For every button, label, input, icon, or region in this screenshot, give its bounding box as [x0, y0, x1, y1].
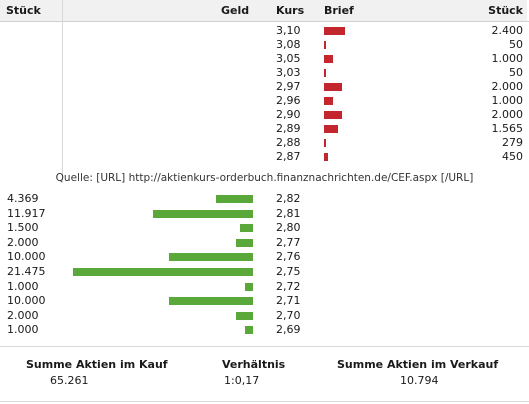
summe-kauf-value: 65.261 [50, 374, 89, 387]
sell-row: 2,90 2.000 [0, 108, 529, 122]
buy-row: 2.000 2,77 [0, 236, 529, 250]
sell-row: 2,97 2.000 [0, 80, 529, 94]
header-brief: Brief [324, 4, 354, 17]
header-stueck-right: Stück [488, 4, 523, 17]
buy-kurs: 2,80 [276, 221, 301, 235]
buy-stueck: 1.500 [7, 221, 39, 235]
sell-volume-bar [324, 139, 326, 147]
sell-volume-bar [324, 125, 338, 133]
buy-kurs: 2,77 [276, 235, 301, 249]
sell-stueck: 1.000 [491, 52, 524, 65]
buy-stueck: 10.000 [7, 250, 46, 264]
sell-row: 2,87 450 [0, 150, 529, 164]
sell-volume-bar [324, 111, 342, 119]
header-kurs: Kurs [276, 4, 305, 17]
sell-row: 2,96 1.000 [0, 94, 529, 108]
verhaeltnis-value: 1:0,17 [224, 374, 260, 387]
buy-volume-bar [236, 311, 253, 320]
sell-stueck: 2.400 [491, 24, 524, 37]
buy-row: 4.369 2,82 [0, 192, 529, 206]
buy-stueck: 1.000 [7, 279, 39, 293]
buy-stueck: 4.369 [7, 192, 39, 205]
buy-stueck: 1.000 [7, 323, 39, 337]
column-divider [62, 0, 63, 182]
sell-volume-bar [324, 27, 345, 35]
summe-verkauf-label: Summe Aktien im Verkauf [337, 358, 499, 371]
sell-kurs: 3,10 [276, 24, 301, 37]
sell-stueck: 50 [509, 38, 523, 51]
sell-stueck: 2.000 [491, 80, 524, 93]
buy-kurs: 2,82 [276, 192, 301, 205]
sell-volume-bar [324, 69, 326, 77]
buy-volume-bar [153, 209, 253, 218]
buy-kurs: 2,72 [276, 279, 301, 293]
sell-row: 3,08 50 [0, 38, 529, 52]
buy-kurs: 2,76 [276, 250, 301, 264]
header-geld: Geld [221, 4, 250, 17]
buy-kurs: 2,69 [276, 323, 301, 337]
sell-stueck: 450 [502, 150, 523, 163]
sell-kurs: 2,89 [276, 122, 301, 135]
sell-volume-bar [324, 41, 326, 49]
buy-row: 11.917 2,81 [0, 207, 529, 221]
buy-row: 10.000 2,76 [0, 250, 529, 264]
buy-stueck: 10.000 [7, 294, 46, 308]
sell-volume-bar [324, 153, 328, 161]
sell-stueck: 2.000 [491, 108, 524, 121]
sell-row: 3,05 1.000 [0, 52, 529, 66]
sell-stueck: 50 [509, 66, 523, 79]
buy-volume-bar [216, 195, 253, 203]
sell-kurs: 2,90 [276, 108, 301, 121]
sell-stueck: 1.565 [491, 122, 524, 135]
header-stueck-left: Stück [6, 4, 41, 17]
header-divider [0, 21, 529, 22]
sell-volume-bar [324, 55, 333, 63]
buy-volume-bar [240, 224, 253, 233]
sell-kurs: 3,08 [276, 38, 301, 51]
sell-kurs: 2,88 [276, 136, 301, 149]
bottom-divider [0, 401, 529, 402]
buy-stueck: 2.000 [7, 235, 39, 249]
buy-stueck: 11.917 [7, 206, 46, 220]
orderbook-header: Stück Geld Kurs Brief Stück [0, 0, 529, 22]
buy-row: 21.475 2,75 [0, 265, 529, 279]
header-cell-left [0, 0, 62, 21]
sell-row: 3,10 2.400 [0, 24, 529, 38]
sell-row: 3,03 50 [0, 66, 529, 80]
buy-stueck: 2.000 [7, 308, 39, 322]
sell-row: 2,89 1.565 [0, 122, 529, 136]
sell-kurs: 2,87 [276, 150, 301, 163]
sell-kurs: 3,05 [276, 52, 301, 65]
header-cell-right [63, 0, 527, 21]
buy-volume-bar [245, 282, 253, 291]
sell-kurs: 3,03 [276, 66, 301, 79]
sell-volume-bar [324, 97, 333, 105]
buy-row: 1.500 2,80 [0, 221, 529, 235]
sell-row: 2,88 279 [0, 136, 529, 150]
buy-row: 1.000 2,69 [0, 323, 529, 337]
sell-kurs: 2,96 [276, 94, 301, 107]
sell-volume-bar [324, 83, 342, 91]
buy-kurs: 2,81 [276, 206, 301, 220]
buy-kurs: 2,71 [276, 294, 301, 308]
buy-row: 1.000 2,72 [0, 280, 529, 294]
sell-stueck: 279 [502, 136, 523, 149]
buy-stueck: 21.475 [7, 265, 46, 278]
summary-divider [0, 346, 529, 347]
sell-kurs: 2,97 [276, 80, 301, 93]
buy-row: 2.000 2,70 [0, 309, 529, 323]
buy-volume-bar [73, 268, 253, 276]
buy-volume-bar [245, 326, 253, 335]
buy-kurs: 2,75 [276, 265, 301, 278]
buy-volume-bar [169, 297, 253, 306]
source-note: Quelle: [URL] http://aktienkurs-orderbuc… [55, 172, 474, 184]
verhaeltnis-label: Verhältnis [222, 358, 286, 371]
sell-stueck: 1.000 [491, 94, 524, 107]
summe-verkauf-value: 10.794 [400, 374, 439, 387]
buy-volume-bar [236, 238, 253, 247]
buy-kurs: 2,70 [276, 308, 301, 322]
summe-kauf-label: Summe Aktien im Kauf [26, 358, 168, 371]
buy-row: 10.000 2,71 [0, 294, 529, 308]
buy-volume-bar [169, 253, 253, 262]
